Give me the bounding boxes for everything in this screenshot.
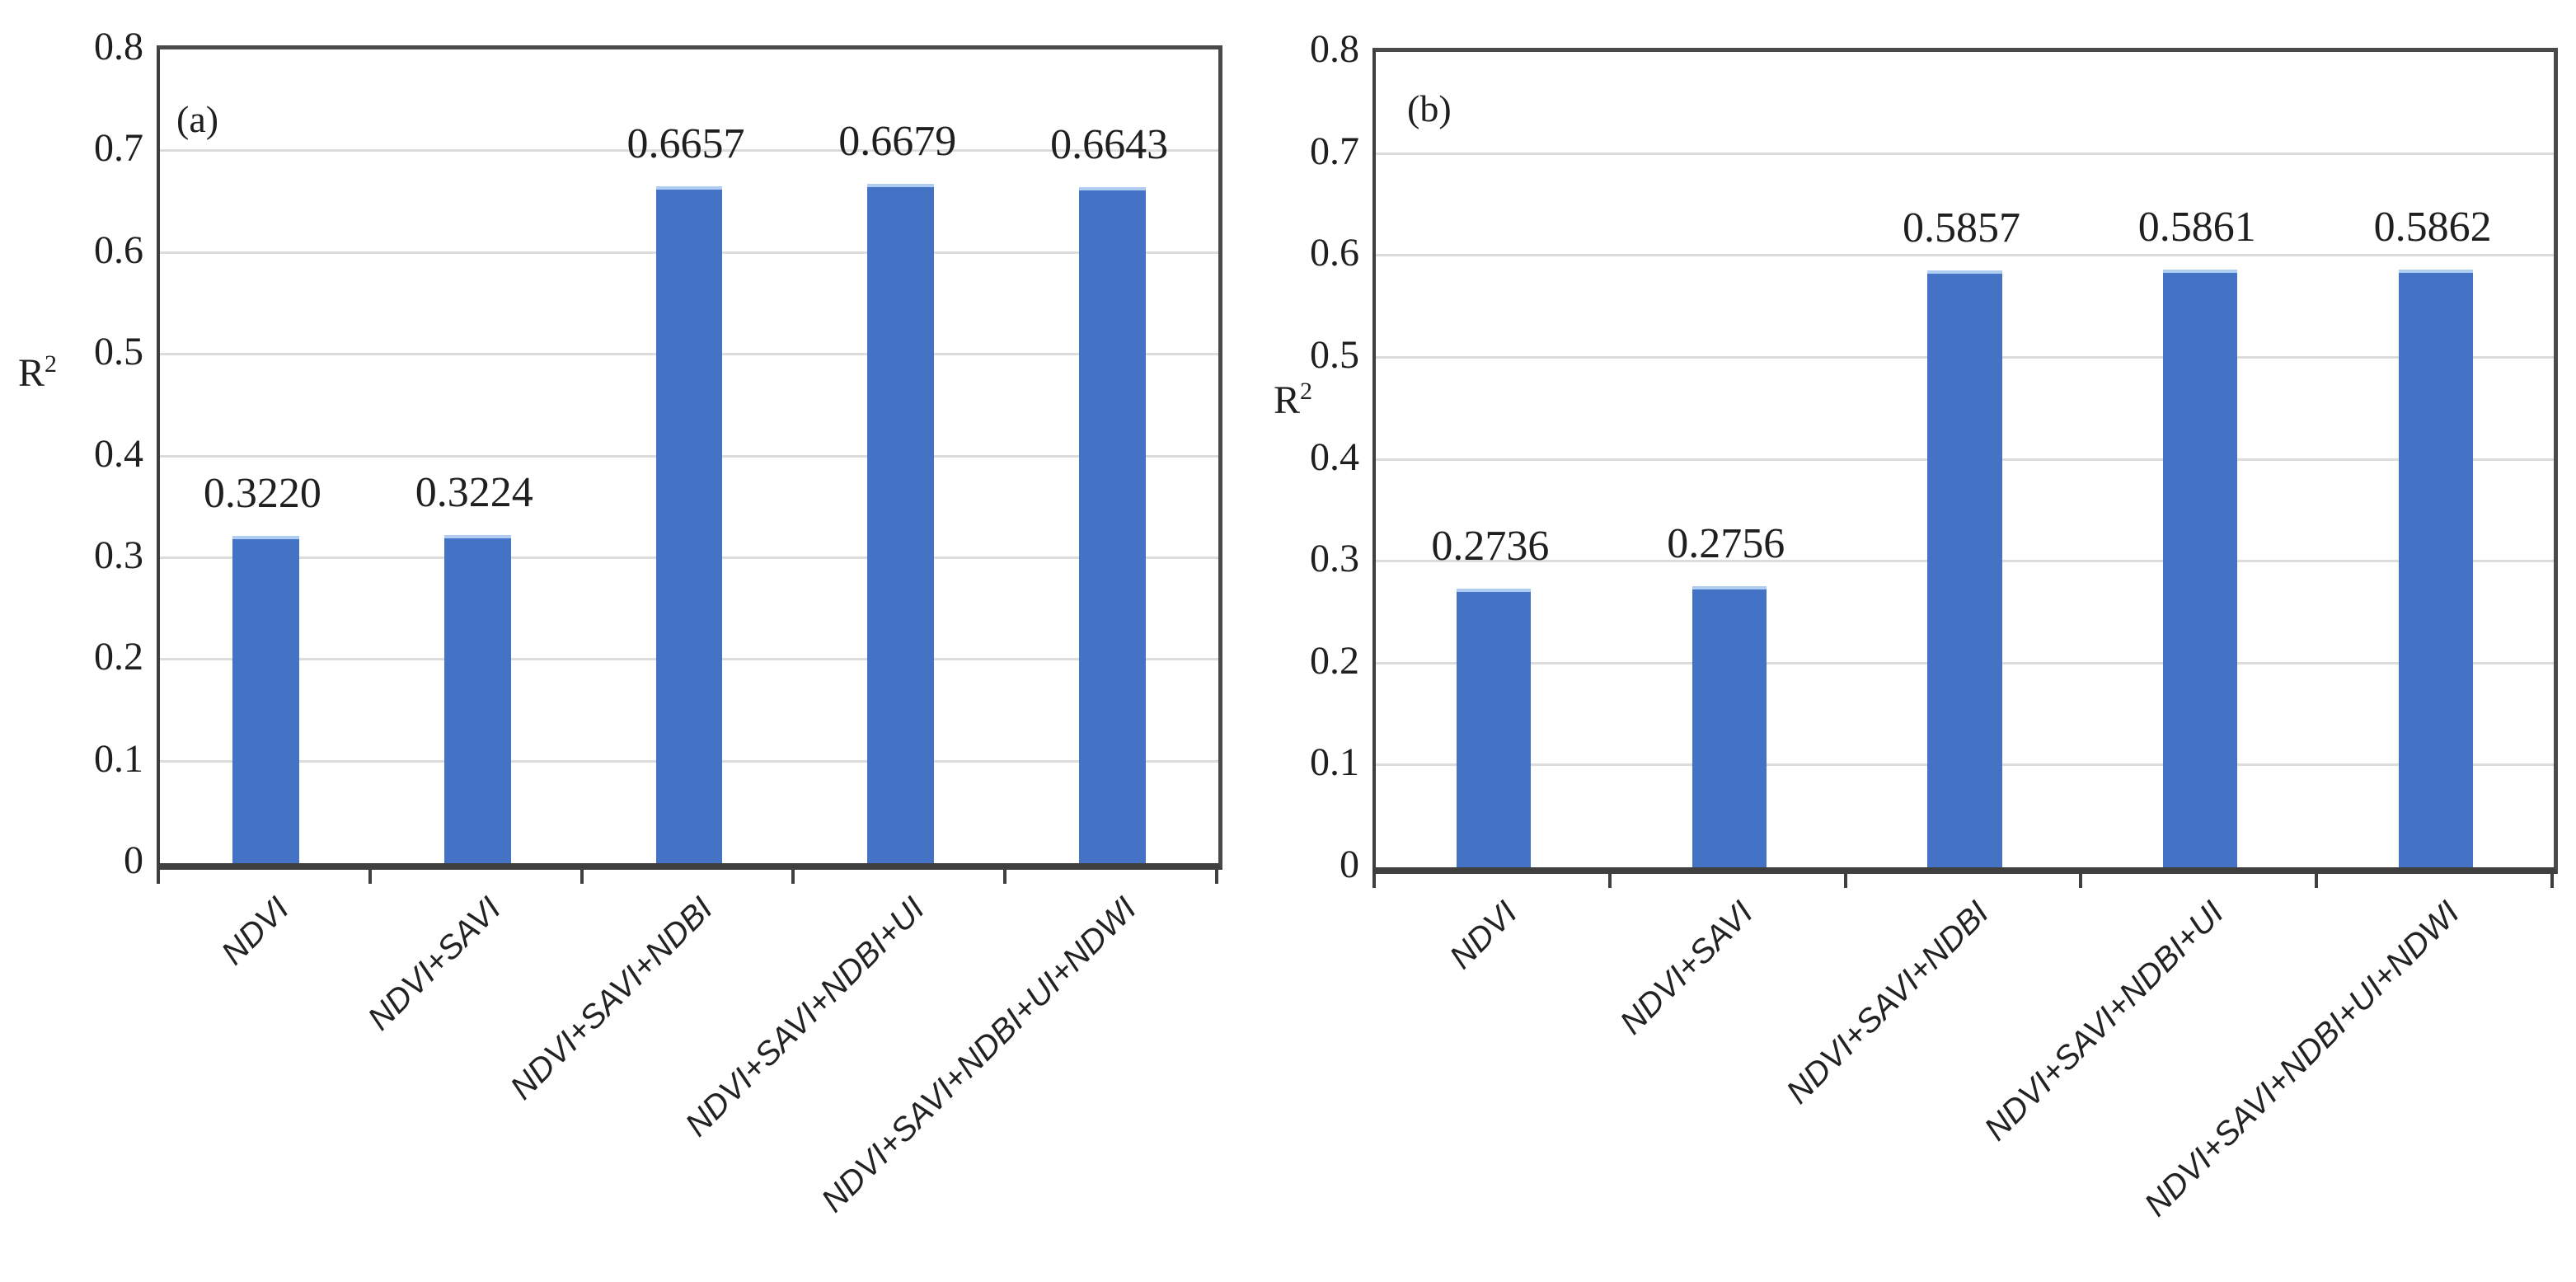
x-category-label: NDVI+SAVI+NDBI+UI+NDWI [814, 890, 1143, 1219]
bar-value-label: 0.5861 [2137, 204, 2256, 251]
x-axis-tick [1843, 873, 1847, 888]
y-axis-tick-label: 0.7 [1310, 129, 1359, 173]
x-axis-tick [2550, 873, 2554, 888]
bar [867, 183, 935, 863]
y-axis-tick-label: 0.8 [94, 25, 143, 68]
y-axis-title: R2 [1274, 378, 1312, 423]
bar-value-label: 0.6679 [838, 117, 957, 165]
bar-value-label: 0.6643 [1050, 121, 1169, 169]
chart-panel-b: R2 (b) 0.8 0.7 0.6 0.5 0.4 0.3 0.2 0.1 0 0.2736 ND… [1274, 0, 2576, 1278]
y-axis-tick-label: 0.3 [94, 533, 143, 577]
x-axis-tick [1003, 869, 1007, 884]
y-axis-tick-label: 0.2 [94, 635, 143, 679]
bar-value-label: 0.3220 [203, 469, 321, 517]
bar-value-label: 0.5862 [2373, 204, 2492, 251]
bar [443, 535, 511, 863]
x-category-label: NDVI [214, 890, 297, 972]
bar [1927, 270, 2002, 867]
y-axis-title-text: R [1274, 378, 1301, 422]
x-axis-tick [2315, 873, 2319, 888]
y-axis-tick-label: 0.1 [1310, 740, 1359, 785]
bar-value-label: 0.6657 [626, 120, 745, 167]
bar [655, 185, 723, 863]
bar-value-label: 0.5857 [1903, 204, 2020, 251]
y-axis-tick-label: 0.6 [94, 228, 143, 272]
y-axis-tick-label: 0.8 [1310, 27, 1359, 71]
bar [232, 535, 299, 863]
gridline [1376, 254, 2554, 257]
x-axis-tick [1215, 869, 1218, 884]
y-axis-tick-label: 0.5 [1310, 332, 1359, 377]
x-category-label: NDVI+SAVI [1612, 895, 1760, 1042]
bar [2399, 270, 2474, 867]
bar [1079, 187, 1147, 863]
x-category-label: NDVI+SAVI+NDBI [503, 890, 720, 1107]
x-axis-tick [1607, 873, 1612, 888]
x-category-label: NDVI+SAVI+NDBI [1779, 895, 1996, 1111]
y-axis-tick-label: 0.5 [94, 330, 143, 374]
panel-label: (b) [1407, 87, 1452, 129]
y-axis-tick-label: 0 [124, 838, 143, 882]
x-axis-tick [791, 869, 795, 884]
y-axis-title-superscript: 2 [45, 350, 58, 378]
x-category-label: NDVI+SAVI+NDBI+UI+NDWI [2137, 895, 2467, 1223]
bar [1692, 586, 1767, 867]
x-axis-tick [157, 869, 160, 884]
x-axis-tick [579, 869, 584, 884]
bar-value-label: 0.2756 [1667, 520, 1785, 568]
y-axis-title: R2 [18, 350, 57, 396]
bar [1456, 588, 1531, 867]
x-axis-tick [2079, 873, 2083, 888]
x-category-label: NDVI+SAVI [361, 890, 509, 1038]
gridline [1376, 152, 2554, 155]
y-axis-tick-label: 0.4 [94, 431, 143, 476]
y-axis-title-superscript: 2 [1300, 378, 1313, 405]
y-axis-tick-label: 0.1 [94, 736, 143, 781]
gridline [160, 149, 1218, 153]
x-axis-tick [368, 869, 372, 884]
x-category-label: NDVI+SAVI+NDBI+UI [678, 890, 931, 1143]
plot-area: (a) [157, 45, 1222, 870]
bar-value-label: 0.3224 [415, 469, 533, 517]
y-axis-tick-label: 0.3 [1310, 537, 1359, 581]
panel-label: (a) [176, 98, 219, 140]
y-axis-tick-label: 0.4 [1310, 434, 1359, 479]
x-axis-tick [1372, 873, 1376, 888]
y-axis-title-text: R [18, 351, 45, 395]
bar [2163, 270, 2238, 867]
chart-panel-a: R2 (a) 0.8 0.7 0.6 0.5 0.4 0.3 0.2 0.1 0 0.3220 ND… [0, 0, 1278, 1278]
plot-area: (b) [1372, 48, 2558, 874]
y-axis-tick-label: 0.2 [1310, 638, 1359, 683]
y-axis-tick-label: 0.6 [1310, 231, 1359, 275]
x-category-label: NDVI+SAVI+NDBI+UI [1978, 895, 2231, 1148]
bar-value-label: 0.2736 [1431, 522, 1550, 570]
y-axis-tick-label: 0 [1340, 843, 1359, 886]
y-axis-tick-label: 0.7 [94, 126, 143, 171]
